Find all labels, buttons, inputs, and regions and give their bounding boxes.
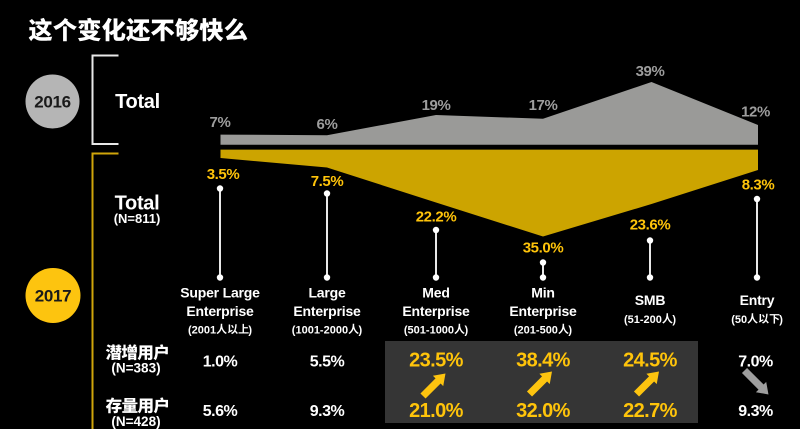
svg-text:21.0%: 21.0%	[409, 400, 464, 422]
svg-text:Enterprise: Enterprise	[186, 303, 254, 319]
svg-text:23.6%: 23.6%	[630, 216, 671, 233]
svg-text:5.6%: 5.6%	[203, 403, 238, 420]
svg-text:9.3%: 9.3%	[738, 403, 773, 420]
svg-text:7.0%: 7.0%	[738, 353, 773, 370]
svg-text:Enterprise: Enterprise	[402, 303, 470, 319]
svg-text:2017: 2017	[35, 287, 72, 306]
svg-text:17%: 17%	[529, 97, 558, 114]
svg-text:): )	[779, 314, 783, 326]
svg-text:): )	[359, 325, 363, 337]
svg-text:22.2%: 22.2%	[416, 208, 457, 225]
svg-text:(N=428): (N=428)	[111, 414, 160, 429]
svg-text:(N=811): (N=811)	[114, 211, 161, 226]
svg-text:23.5%: 23.5%	[409, 350, 464, 372]
svg-text:(501-1000: (501-1000	[404, 325, 454, 337]
svg-text:(201-500: (201-500	[514, 325, 558, 337]
svg-text:): )	[568, 325, 572, 337]
svg-text:2016: 2016	[34, 93, 71, 112]
svg-text:Super Large: Super Large	[180, 285, 260, 301]
svg-text:): )	[672, 314, 676, 326]
svg-text:12%: 12%	[741, 104, 770, 121]
svg-text:7.5%: 7.5%	[311, 173, 344, 190]
svg-text:(1001-2000: (1001-2000	[292, 325, 348, 337]
svg-text:(50: (50	[731, 314, 747, 326]
svg-text:22.7%: 22.7%	[623, 400, 678, 422]
svg-text:Entry: Entry	[740, 292, 775, 308]
svg-text:): )	[465, 325, 469, 337]
svg-text:5.5%: 5.5%	[310, 353, 345, 370]
svg-text:3.5%: 3.5%	[207, 166, 240, 183]
svg-text:6%: 6%	[317, 116, 338, 133]
svg-text:(N=383): (N=383)	[111, 361, 160, 376]
svg-text:Min: Min	[531, 285, 555, 301]
svg-text:SMB: SMB	[635, 292, 666, 308]
svg-text:1.0%: 1.0%	[203, 353, 238, 370]
svg-text:7%: 7%	[210, 114, 231, 131]
svg-text:19%: 19%	[422, 97, 451, 114]
svg-text:(51-200: (51-200	[624, 314, 662, 326]
svg-text:Med: Med	[422, 285, 449, 301]
svg-text:39%: 39%	[636, 63, 665, 80]
svg-text:): )	[248, 325, 252, 337]
svg-text:24.5%: 24.5%	[623, 350, 678, 372]
svg-text:Enterprise: Enterprise	[293, 303, 361, 319]
svg-text:Total: Total	[115, 91, 160, 113]
svg-text:35.0%: 35.0%	[523, 239, 564, 256]
svg-text:9.3%: 9.3%	[310, 403, 345, 420]
svg-text:(2001: (2001	[188, 325, 216, 337]
svg-text:32.0%: 32.0%	[516, 400, 571, 422]
svg-text:Enterprise: Enterprise	[509, 303, 577, 319]
svg-text:8.3%: 8.3%	[742, 176, 775, 193]
svg-text:Total: Total	[115, 192, 160, 214]
svg-text:38.4%: 38.4%	[516, 350, 571, 372]
svg-text:Large: Large	[308, 285, 346, 301]
